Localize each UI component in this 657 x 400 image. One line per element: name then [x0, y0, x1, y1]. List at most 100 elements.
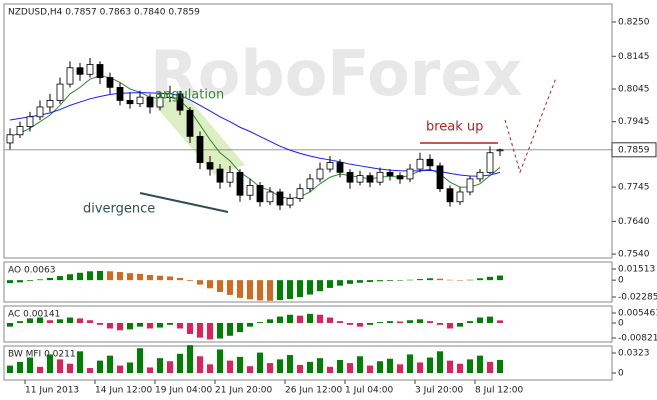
candle-body	[326, 162, 334, 170]
indicator-bar	[277, 280, 283, 301]
candle-body	[336, 162, 344, 173]
indicator-bar	[227, 360, 233, 374]
indicator-bar	[267, 280, 273, 301]
indicator-bar	[347, 322, 353, 325]
indicator-bar	[157, 322, 163, 328]
indicator-bar	[7, 280, 13, 284]
candle-body	[386, 171, 394, 177]
indicator-bar	[77, 272, 83, 281]
indicator-bar	[127, 322, 133, 330]
candle-body	[106, 77, 114, 88]
y-tick-label: 0	[618, 276, 624, 286]
candle-body	[206, 162, 214, 170]
indicator-bar	[57, 319, 63, 323]
indicator-bar	[467, 359, 473, 374]
indicator-bar	[327, 366, 333, 374]
indicator-bar	[317, 280, 323, 292]
indicator-bar	[137, 273, 143, 281]
indicator-bar	[397, 321, 403, 323]
indicator-bar	[337, 359, 343, 374]
indicator-bar	[67, 363, 73, 374]
candle-body	[416, 158, 424, 170]
indicator-bar	[437, 322, 443, 325]
indicator-bar	[247, 280, 253, 300]
indicator-bar	[117, 365, 123, 374]
candle-body	[366, 175, 374, 183]
indicator-bar	[37, 317, 43, 323]
y-tick-label: 0	[618, 369, 624, 379]
indicator-bar	[477, 355, 483, 374]
candle-body	[86, 64, 94, 75]
candle-body	[6, 134, 14, 144]
indicator-bar	[7, 322, 13, 327]
panel-frame	[3, 305, 613, 343]
indicator-bar	[177, 353, 183, 374]
candle-body	[476, 171, 484, 180]
indicator-bar	[237, 322, 243, 333]
candle-body	[296, 188, 304, 199]
indicator-bar	[97, 270, 103, 281]
indicator-bar	[427, 278, 433, 281]
candle-body	[176, 93, 184, 111]
panel-frame	[3, 261, 613, 303]
indicator-bar	[167, 276, 173, 281]
indicator-bar	[177, 322, 183, 329]
candle-body	[446, 188, 454, 203]
candle-body	[376, 171, 384, 183]
candle-body	[346, 171, 354, 183]
indicator-bar	[107, 271, 113, 281]
indicator-bar	[187, 322, 193, 334]
indicator-bar	[27, 357, 33, 374]
indicator-bar	[307, 361, 313, 374]
indicator-bar	[147, 274, 153, 281]
indicator-bar	[217, 349, 223, 374]
y-tick-label: -0.02285	[618, 293, 657, 303]
indicator-bar	[447, 360, 453, 374]
candle-body	[66, 67, 74, 85]
candle-body	[216, 168, 224, 183]
candle-body	[436, 165, 444, 190]
indicator-bar	[357, 356, 363, 374]
candle-body	[316, 168, 324, 180]
indicator-bar	[187, 345, 193, 374]
indicator-bar	[87, 320, 93, 323]
annotation: divergence	[83, 202, 155, 217]
indicator-bar	[297, 280, 303, 298]
candle-body	[306, 178, 314, 190]
indicator-bar	[157, 358, 163, 374]
panel-title: BW MFI 0.0211	[8, 350, 76, 360]
current-price-label: 0.7859	[618, 145, 650, 155]
indicator-bar	[457, 363, 463, 374]
indicator-bar	[237, 356, 243, 374]
y-tick-label: 0.7640	[618, 217, 650, 227]
indicator-bar	[27, 280, 33, 281]
indicator-bar	[287, 314, 293, 323]
indicator-bar	[337, 280, 343, 286]
indicator-bar	[17, 361, 23, 374]
indicator-bar	[137, 322, 143, 327]
indicator-bar	[497, 320, 503, 323]
y-tick-label: 0.0323	[618, 348, 650, 358]
indicator-bar	[337, 321, 343, 323]
indicator-bar	[477, 278, 483, 281]
indicator-bar	[217, 280, 223, 292]
indicator-bar	[367, 280, 373, 282]
candle-body	[116, 86, 124, 101]
indicator-bar	[27, 318, 33, 323]
x-tick-label: 8 Jul 12:00	[475, 386, 524, 396]
indicator-bar	[207, 364, 213, 374]
x-tick-label: 3 Jul 20:00	[415, 386, 464, 396]
indicator-bar	[257, 322, 263, 323]
indicator-bar	[287, 355, 293, 374]
indicator-bar	[377, 361, 383, 374]
indicator-bar	[497, 275, 503, 281]
indicator-bar	[87, 271, 93, 281]
indicator-bar	[97, 360, 103, 374]
x-tick-label: 26 Jun 12:00	[285, 386, 342, 396]
y-tick-label: 0	[618, 318, 624, 328]
y-tick-label: 0.8045	[618, 84, 650, 94]
indicator-bar	[347, 280, 353, 284]
candle-body	[136, 96, 144, 105]
x-tick-label: 1 Jul 04:00	[345, 386, 394, 396]
indicator-bar	[127, 362, 133, 374]
